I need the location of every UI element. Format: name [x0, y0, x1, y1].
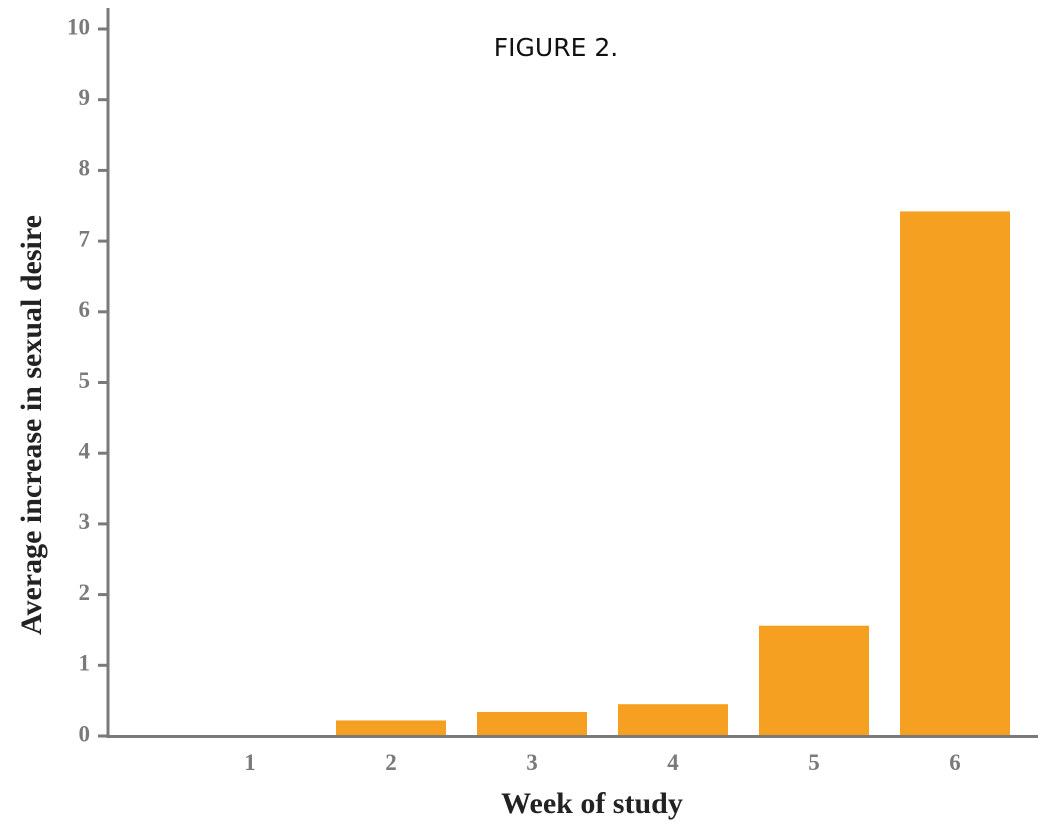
x-tick-label: 4 — [667, 750, 679, 775]
y-axis-title: Average increase in sexual desire — [15, 215, 48, 635]
bar-week-5 — [759, 625, 869, 736]
bar-week-4 — [618, 704, 728, 736]
y-tick-label: 10 — [67, 14, 90, 39]
y-tick-label: 7 — [79, 226, 91, 251]
y-tick-label: 0 — [79, 721, 91, 746]
x-tick-label: 6 — [949, 750, 961, 775]
x-tick-label: 3 — [526, 750, 538, 775]
y-tick-label: 3 — [79, 509, 91, 534]
chart-title: FIGURE 2. — [494, 33, 618, 62]
bar-week-3 — [477, 711, 587, 736]
bar-week-2 — [336, 720, 446, 736]
y-tick-label: 8 — [79, 156, 91, 181]
x-axis-title: Week of study — [501, 787, 683, 820]
y-tick-label: 9 — [79, 85, 91, 110]
x-tick-label: 2 — [385, 750, 397, 775]
y-ticks-group: 0 1 2 3 4 5 6 7 8 9 10 — [67, 14, 108, 746]
x-tick-label: 1 — [244, 750, 256, 775]
y-tick-label: 6 — [79, 297, 91, 322]
bars-group — [336, 211, 1010, 736]
y-tick-label: 5 — [79, 368, 91, 393]
y-tick-label: 2 — [79, 580, 91, 605]
y-tick-label: 1 — [79, 651, 91, 676]
x-tick-label: 5 — [808, 750, 820, 775]
bar-week-6 — [900, 211, 1010, 736]
x-ticks-group: 1 2 3 4 5 6 — [244, 750, 961, 775]
y-tick-label: 4 — [79, 438, 91, 463]
